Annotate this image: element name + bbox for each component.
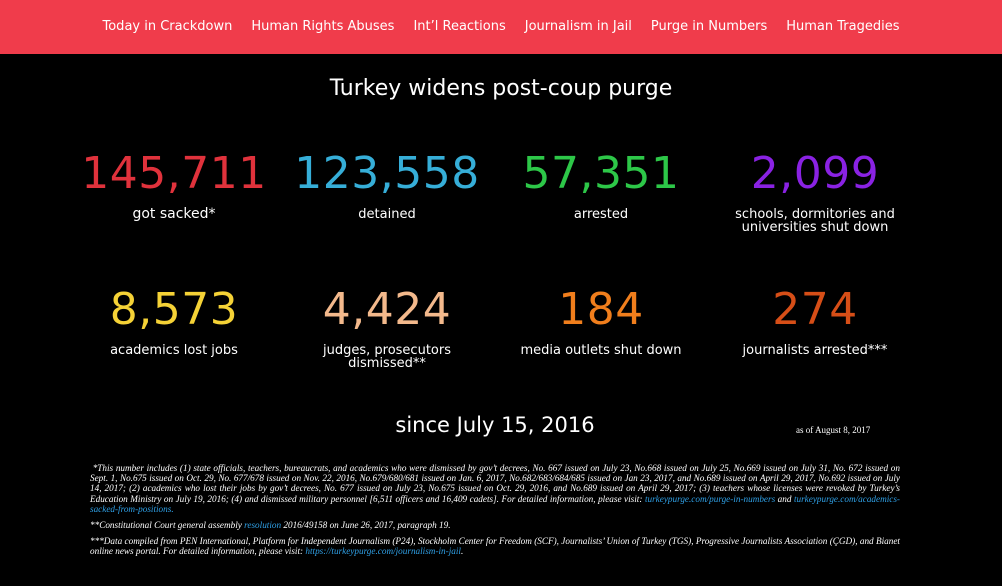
stat-value: 123,558 <box>294 148 480 199</box>
resolution-link[interactable]: resolution <box>244 520 282 531</box>
stat-media-outlets-shut-down: 184 media outlets shut down <box>494 284 708 357</box>
nav-human-rights-abuses[interactable]: Human Rights Abuses <box>251 19 395 34</box>
stat-value: 145,711 <box>81 148 267 199</box>
stat-value: 274 <box>772 284 858 335</box>
nav-human-tragedies[interactable]: Human Tragedies <box>786 19 900 34</box>
purge-in-numbers-link[interactable]: turkeypurge.com/purge-in-numbers <box>644 493 776 504</box>
footnote-journalists: ***Data compiled from PEN International,… <box>90 536 900 556</box>
footnotes: *This number includes (1) state official… <box>90 463 900 563</box>
stat-arrested: 57,351 arrested <box>494 148 708 221</box>
stat-label: arrested <box>573 207 629 222</box>
nav-purge-in-numbers[interactable]: Purge in Numbers <box>650 19 768 34</box>
stat-label: detained <box>358 207 416 222</box>
page-title: Turkey widens post-coup purge <box>329 76 673 101</box>
stat-academics-lost-jobs: 8,573 academics lost jobs <box>67 284 281 357</box>
stat-label: schools, dormitories and universities sh… <box>735 207 895 235</box>
footnote-judges: **Constitutional Court general assembly … <box>90 520 900 530</box>
stat-label: got sacked* <box>132 206 216 222</box>
as-of-date: as of August 8, 2017 <box>796 425 871 435</box>
nav-intl-reactions[interactable]: Int’l Reactions <box>413 19 506 34</box>
stat-journalists-arrested: 274 journalists arrested*** <box>708 284 922 357</box>
stat-value: 2,099 <box>750 148 880 199</box>
footnote-text: ***Data compiled from PEN International,… <box>90 536 900 557</box>
stat-label: academics lost jobs <box>110 343 238 358</box>
stat-schools-shut-down: 2,099 schools, dormitories and universit… <box>708 148 922 234</box>
stat-value: 8,573 <box>109 284 239 335</box>
footnote-text: and <box>775 493 794 504</box>
stat-value: 57,351 <box>522 148 680 199</box>
stat-judges-dismissed: 4,424 judges, prosecutors dismissed** <box>280 284 494 370</box>
footnote-text: . <box>460 546 464 557</box>
academics-sacked-link[interactable]: turkeypurge.com/academics-sacked-from-po… <box>90 493 900 514</box>
top-navigation: Today in Crackdown Human Rights Abuses I… <box>0 0 1002 54</box>
stat-detained: 123,558 detained <box>280 148 494 221</box>
footnote-sacked: *This number includes (1) state official… <box>90 463 900 514</box>
stat-label: media outlets shut down <box>520 343 682 358</box>
stat-label: journalists arrested*** <box>742 343 888 358</box>
stat-value: 184 <box>558 284 644 335</box>
stat-value: 4,424 <box>322 284 452 335</box>
footnote-text: *This number includes (1) state official… <box>90 463 900 504</box>
footnote-text: 2016/49158 on June 26, 2017, paragraph 1… <box>281 520 451 531</box>
nav-journalism-in-jail[interactable]: Journalism in Jail <box>524 19 632 34</box>
journalism-in-jail-link[interactable]: https://turkeypurge.com/journalism-in-ja… <box>305 546 461 557</box>
since-date: since July 15, 2016 <box>395 413 595 437</box>
stat-label: judges, prosecutors dismissed** <box>323 343 451 371</box>
nav-today-in-crackdown[interactable]: Today in Crackdown <box>102 19 233 34</box>
footnote-text: **Constitutional Court general assembly <box>90 520 245 531</box>
stat-got-sacked: 145,711 got sacked* <box>67 148 281 221</box>
